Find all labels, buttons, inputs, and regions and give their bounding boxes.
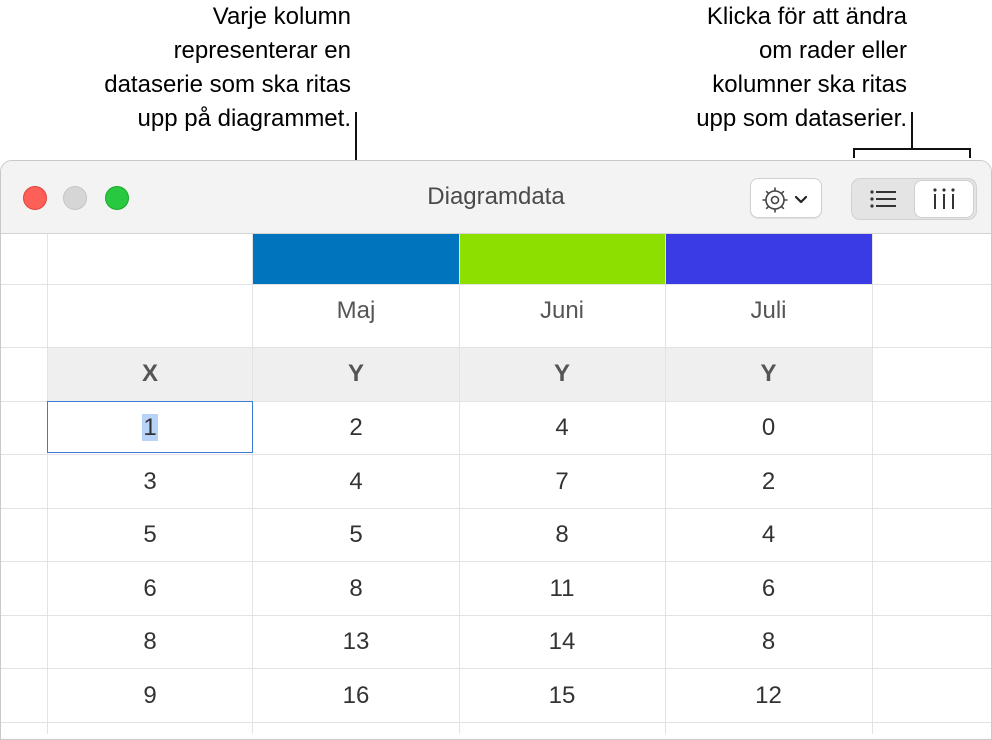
table-cell[interactable]: 4 xyxy=(761,521,776,548)
series-name-cell[interactable]: Juni xyxy=(539,297,585,324)
plot-rows-as-series-button[interactable] xyxy=(854,181,912,217)
zoom-button[interactable] xyxy=(105,186,129,210)
toggle-leader-stem xyxy=(911,112,913,149)
series-color-swatch-maj[interactable] xyxy=(253,234,459,284)
table-cell[interactable]: 7 xyxy=(555,468,569,495)
grid-line xyxy=(1,454,991,455)
table-cell[interactable]: 8 xyxy=(143,628,157,655)
toggle-callout: Klicka för att ändra om rader eller kolu… xyxy=(696,3,907,132)
table-cell[interactable]: 3 xyxy=(143,468,157,495)
series-color-swatch-juli[interactable] xyxy=(665,234,872,284)
table-cell[interactable]: 8 xyxy=(761,628,776,655)
action-menu-button[interactable] xyxy=(750,178,822,218)
chevron-down-icon xyxy=(794,195,808,204)
titlebar: Diagramdata xyxy=(1,161,991,234)
series-name-cell[interactable]: Maj xyxy=(336,297,376,324)
grid-line xyxy=(872,234,873,734)
axis-header-cell[interactable]: Y xyxy=(760,360,777,387)
table-cell[interactable]: 16 xyxy=(342,682,370,709)
close-button[interactable] xyxy=(23,186,47,210)
table-cell[interactable]: 6 xyxy=(143,575,157,602)
grid-line xyxy=(1,561,991,562)
table-cell[interactable]: 9 xyxy=(143,682,157,709)
grid-line xyxy=(1,508,991,509)
minimize-button[interactable] xyxy=(63,186,87,210)
table-cell[interactable]: 6 xyxy=(761,575,776,602)
grid-line xyxy=(1,668,991,669)
table-cell[interactable]: 2 xyxy=(349,414,363,441)
table-cell[interactable]: 4 xyxy=(555,414,569,441)
grid-line xyxy=(1,722,991,723)
columns-icon xyxy=(933,188,955,209)
window-title: Diagramdata xyxy=(427,183,565,210)
grid-line xyxy=(1,615,991,616)
series-columns-callout: Varje kolumn representerar en dataserie … xyxy=(104,3,351,132)
table-cell[interactable]: 12 xyxy=(755,682,782,709)
plot-columns-as-series-button[interactable] xyxy=(915,181,973,217)
axis-header-cell[interactable]: Y xyxy=(347,360,364,387)
table-cell[interactable]: 1 xyxy=(47,401,253,454)
selected-cell-outline xyxy=(47,401,253,453)
grid-line xyxy=(1,347,991,348)
grid-line xyxy=(47,234,48,734)
table-cell[interactable]: 5 xyxy=(349,521,363,548)
toggle-bracket-left xyxy=(853,148,855,158)
grid-line xyxy=(459,234,460,734)
toggle-bracket-top xyxy=(853,148,971,150)
plot-rows-columns-toggle[interactable] xyxy=(851,178,977,220)
table-cell[interactable]: 8 xyxy=(555,521,569,548)
selected-cell-text: 1 xyxy=(142,414,158,441)
table-cell[interactable]: 2 xyxy=(761,468,776,495)
chart-data-window: Diagramdata xyxy=(0,160,992,740)
series-name-cell[interactable]: Juli xyxy=(750,297,787,324)
axis-header-cell[interactable]: Y xyxy=(553,360,570,387)
table-cell[interactable]: 5 xyxy=(143,521,157,548)
grid-line xyxy=(1,284,991,285)
table-cell[interactable]: 0 xyxy=(761,414,776,441)
table-cell[interactable]: 8 xyxy=(349,575,363,602)
table-cell[interactable]: 13 xyxy=(342,628,370,655)
gear-icon xyxy=(762,187,808,213)
series-color-swatch-juni[interactable] xyxy=(459,234,665,284)
table-cell[interactable]: 11 xyxy=(549,575,575,602)
axis-header-cell[interactable]: X xyxy=(141,360,158,387)
table-cell[interactable]: 15 xyxy=(548,682,576,709)
toggle-bracket-right xyxy=(969,148,971,158)
list-icon xyxy=(870,190,896,208)
grid-line xyxy=(1,401,991,402)
table-cell[interactable]: 14 xyxy=(548,628,576,655)
table-cell[interactable]: 4 xyxy=(349,468,363,495)
grid-line xyxy=(665,234,666,734)
grid-line xyxy=(252,234,253,734)
